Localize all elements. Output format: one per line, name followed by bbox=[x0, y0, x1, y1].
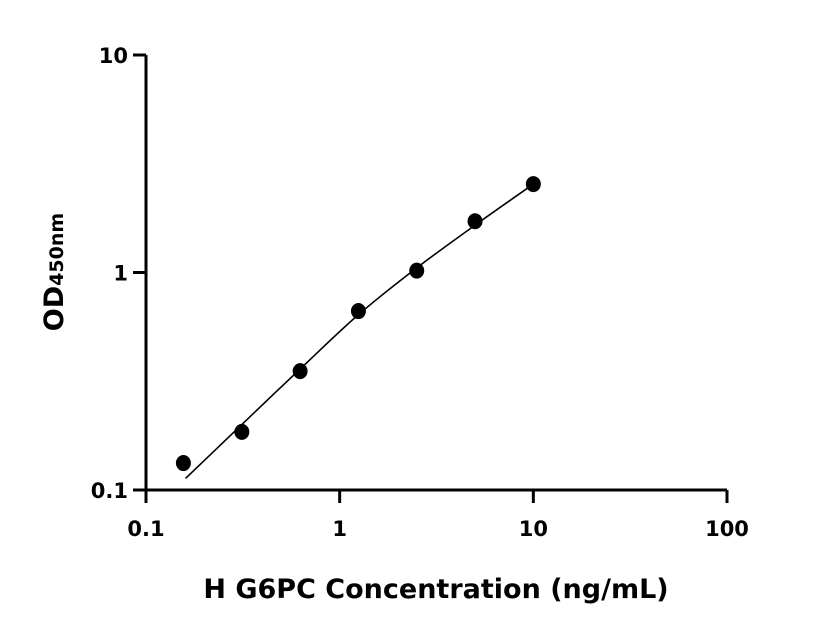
data-point bbox=[292, 363, 308, 380]
x-tick-label: 100 bbox=[705, 517, 749, 541]
data-point bbox=[350, 303, 366, 320]
x-tick-label: 10 bbox=[519, 517, 548, 541]
y-axis-label: OD450nm bbox=[39, 213, 70, 331]
y-tick-label: 0.1 bbox=[91, 479, 128, 503]
x-axis-label: H G6PC Concentration (ng/mL) bbox=[203, 574, 668, 605]
data-point bbox=[234, 423, 250, 440]
y-axis-label-subscript: 450nm bbox=[46, 213, 68, 286]
x-tick-label: 0.1 bbox=[127, 517, 164, 541]
data-point bbox=[525, 176, 541, 193]
y-tick-label: 1 bbox=[113, 262, 128, 286]
y-tick-label: 10 bbox=[99, 44, 128, 68]
data-point bbox=[409, 262, 425, 279]
data-point bbox=[175, 455, 191, 472]
x-tick-label: 1 bbox=[332, 517, 347, 541]
data-point bbox=[467, 213, 483, 230]
y-axis-label-main: OD bbox=[39, 286, 70, 331]
